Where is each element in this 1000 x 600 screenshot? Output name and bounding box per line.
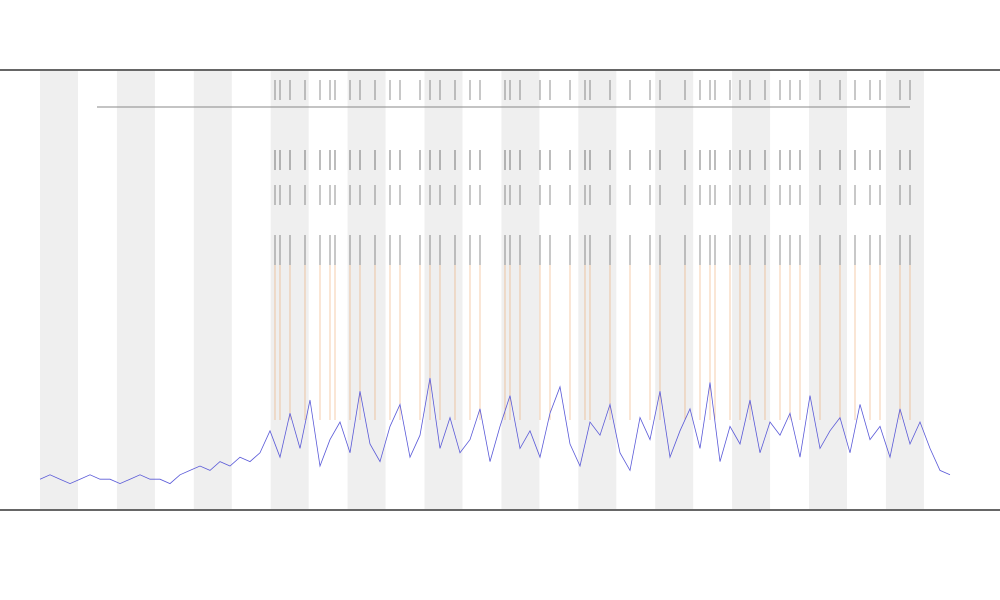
band — [809, 71, 847, 509]
band — [655, 71, 694, 509]
band — [578, 71, 617, 509]
band — [347, 71, 386, 509]
band — [885, 71, 924, 509]
band — [501, 71, 540, 509]
band — [116, 71, 155, 509]
band — [40, 71, 78, 509]
band — [193, 71, 232, 509]
bands — [40, 71, 924, 509]
signal-line — [39, 377, 951, 485]
band — [732, 71, 771, 509]
band — [424, 71, 463, 509]
